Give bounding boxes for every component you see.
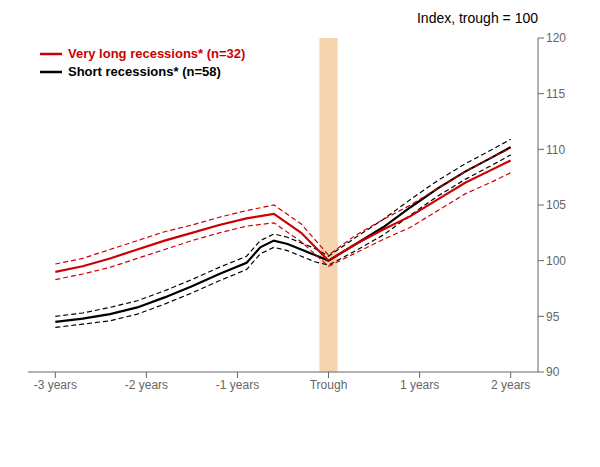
svg-text:115: 115 — [546, 87, 565, 101]
svg-text:100: 100 — [546, 254, 566, 268]
svg-text:2 years: 2 years — [491, 378, 530, 392]
svg-text:Trough: Trough — [310, 378, 348, 392]
svg-text:105: 105 — [546, 198, 566, 212]
svg-text:-2 years: -2 years — [125, 378, 168, 392]
svg-text:120: 120 — [546, 31, 566, 45]
svg-text:-1 years: -1 years — [216, 378, 259, 392]
svg-text:110: 110 — [546, 143, 565, 157]
svg-text:1 years: 1 years — [400, 378, 439, 392]
svg-text:-3 years: -3 years — [34, 378, 77, 392]
svg-text:95: 95 — [546, 310, 560, 324]
html-text:Short recessions* (n=58): Short recessions* (n=58) — [68, 64, 221, 79]
html-text:Very long recessions* (n=32): Very long recessions* (n=32) — [68, 46, 246, 61]
html-text:Index, trough = 100: Index, trough = 100 — [417, 10, 538, 26]
svg-text:90: 90 — [546, 365, 560, 379]
